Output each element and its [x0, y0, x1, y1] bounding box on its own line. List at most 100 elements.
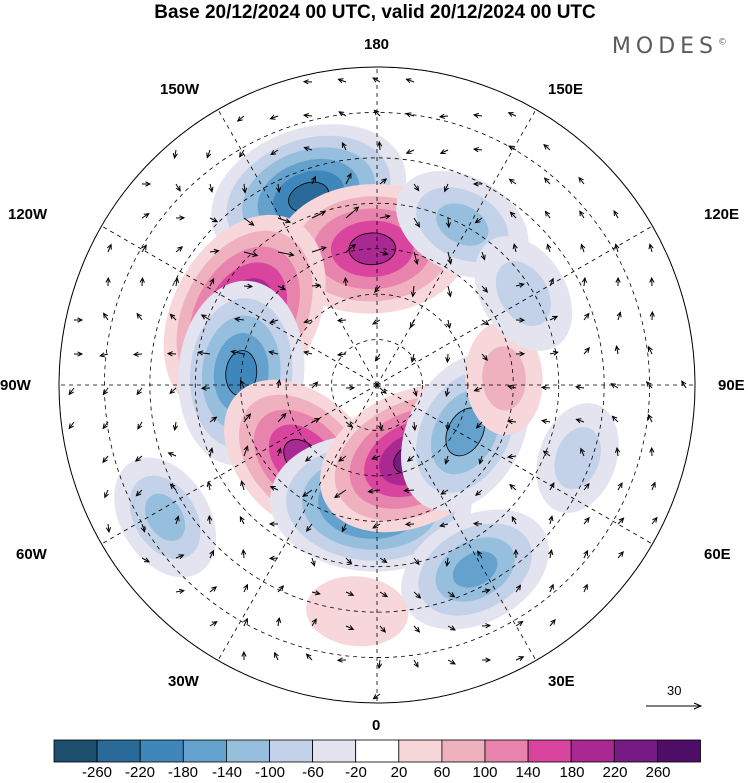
anomaly-field [114, 124, 619, 647]
wind-arrow [169, 483, 177, 491]
wind-arrow [345, 625, 355, 630]
wind-arrow [372, 693, 381, 700]
wind-arrow [104, 489, 109, 499]
wind-arrow [542, 450, 551, 457]
wind-arrow [208, 183, 214, 193]
wind-arrow [243, 283, 254, 289]
colorbar-swatch [53, 739, 98, 763]
colorbar-swatch [312, 739, 357, 763]
wind-arrow [508, 178, 517, 185]
colorbar-label: 180 [559, 764, 585, 781]
wind-arrow [575, 418, 585, 424]
wind-arrow [137, 421, 143, 430]
wind-arrow [413, 251, 419, 265]
wind-arrow [209, 277, 215, 287]
lon-label-60w: 60W [16, 546, 47, 563]
wind-arrow [515, 351, 526, 357]
wind-arrow [546, 243, 552, 253]
wind-arrow [444, 183, 449, 193]
wind-arrow [413, 217, 421, 228]
wind-arrow [540, 385, 551, 391]
wind-arrow [341, 523, 347, 533]
wind-arrow [310, 557, 316, 567]
wind-arrow [311, 618, 317, 627]
wind-arrow [379, 250, 389, 256]
wind-arrow [579, 210, 585, 219]
wind-arrow [373, 109, 381, 117]
wind-arrow [480, 251, 486, 261]
wind-arrow [439, 522, 449, 528]
wind-arrow [472, 112, 483, 119]
wind-arrow [446, 319, 452, 329]
wind-arrow [512, 243, 518, 253]
wind-arrow [74, 317, 84, 323]
colorbar-swatch [570, 739, 615, 763]
wind-arrow [367, 488, 381, 494]
wind-arrow [543, 143, 551, 151]
wind-arrow [345, 243, 357, 253]
wind-arrow [583, 312, 590, 321]
wind-arrow [515, 282, 525, 288]
wind-arrow [74, 351, 84, 357]
anomaly-contour [145, 493, 186, 541]
wind-arrow [574, 384, 585, 391]
wind-arrow [139, 276, 145, 287]
wind-arrow [303, 318, 313, 324]
wind-arrow [209, 586, 218, 593]
wind-arrow [515, 620, 524, 627]
wind-arrow [268, 350, 279, 356]
wind-arrow [509, 483, 517, 491]
wind-arrow [105, 276, 111, 287]
wind-arrow [345, 557, 353, 565]
wind-arrow [544, 210, 551, 219]
wind-arrow [411, 421, 418, 432]
wind-arrow [444, 387, 450, 397]
wind-arrow [239, 149, 245, 158]
wind-arrow [311, 283, 322, 289]
wind-arrow [475, 489, 483, 497]
colorbar-label: -20 [345, 764, 367, 781]
wind-arrow [343, 276, 349, 287]
wind-arrow [616, 311, 622, 321]
colorbar-label: 20 [390, 764, 408, 781]
wind-arrow [277, 585, 285, 593]
wind-arrow [472, 146, 483, 153]
wind-arrow [345, 591, 355, 596]
wind-arrow [270, 149, 279, 156]
lon-label-90e: 90E [718, 377, 745, 394]
vector-reference-label: 30 [667, 683, 682, 698]
wind-arrow [136, 312, 143, 321]
wind-arrow [374, 353, 381, 362]
wind-arrow [277, 285, 287, 291]
wind-arrow [472, 521, 483, 527]
wind-arrow [345, 421, 354, 428]
wind-arrow [103, 312, 109, 321]
wind-arrow [169, 387, 177, 395]
wind-arrow [243, 251, 259, 257]
wind-arrow [446, 285, 453, 298]
wind-arrow [412, 387, 418, 397]
anomaly-contour [554, 426, 601, 490]
wind-arrow [243, 413, 252, 423]
wind-arrow [102, 455, 109, 464]
wind-arrow [336, 351, 347, 358]
wind-arrow [410, 353, 416, 363]
wind-arrow [481, 623, 492, 629]
wind-arrow [405, 112, 415, 118]
wind-arrow [169, 313, 177, 321]
wind-arrow [509, 211, 517, 219]
colorbar-swatch [96, 739, 141, 763]
wind-arrow [583, 549, 589, 559]
wind-arrow [338, 111, 347, 117]
wind-arrow [481, 657, 492, 663]
lon-label-0: 0 [372, 717, 381, 734]
colorbar-swatch [139, 739, 184, 763]
wind-arrow [236, 115, 245, 122]
wind-arrow [543, 177, 551, 185]
wind-arrow [447, 591, 456, 598]
wind-arrow [444, 557, 451, 568]
modes-logo: MODES© [611, 34, 732, 59]
wind-arrow [336, 317, 347, 323]
wind-arrow [645, 381, 653, 389]
wind-arrow [345, 385, 356, 391]
